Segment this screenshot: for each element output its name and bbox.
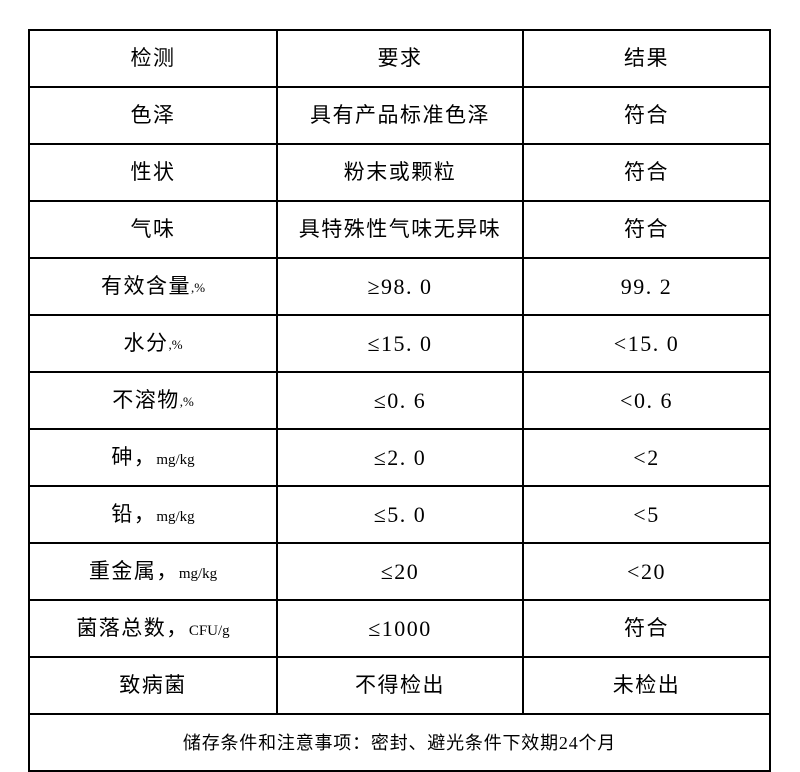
cell-item: 水分,% — [28, 314, 278, 373]
column-header-result-label: 结果 — [624, 46, 669, 71]
requirement-value: ≤20 — [380, 558, 420, 584]
requirement-value: 具有产品标准色泽 — [310, 103, 490, 128]
cell-requirement: ≤15. 0 — [276, 314, 524, 373]
storage-note-cell: 储存条件和注意事项：密封、避光条件下效期24个月 — [28, 713, 771, 772]
item-label: 色泽 — [130, 103, 176, 128]
specification-sheet: 检测 要求 结果 色泽 具有产品标准色泽 符合 — [28, 29, 771, 772]
cell-requirement: ≤1000 — [276, 599, 524, 658]
table-row: 不溶物,% ≤0. 6 <0. 6 — [28, 371, 771, 430]
cell-result: 符合 — [522, 200, 771, 259]
cell-item: 色泽 — [28, 86, 278, 145]
item-unit: mg/kg — [156, 509, 195, 526]
result-value: <2 — [633, 444, 660, 470]
result-value: 99. 2 — [620, 273, 673, 299]
table-row: 有效含量,% ≥98. 0 99. 2 — [28, 257, 771, 316]
item-unit: ,% — [190, 280, 206, 296]
result-value: <20 — [627, 558, 666, 584]
item-label: 重金属， — [88, 559, 179, 584]
cell-item: 铅，mg/kg — [28, 485, 278, 544]
cell-requirement: 具特殊性气味无异味 — [276, 200, 524, 259]
requirement-value: ≤2. 0 — [373, 444, 427, 470]
column-header-item-label: 检测 — [130, 46, 176, 71]
table-row: 重金属，mg/kg ≤20 <20 — [28, 542, 771, 601]
item-unit: CFU/g — [188, 623, 230, 640]
result-value: <0. 6 — [620, 387, 673, 413]
table-header-row: 检测 要求 结果 — [28, 29, 771, 88]
cell-result: <15. 0 — [522, 314, 771, 373]
requirement-value: ≤1000 — [368, 615, 432, 641]
cell-result: 99. 2 — [522, 257, 771, 316]
cell-result: 符合 — [522, 86, 771, 145]
table-row: 铅，mg/kg ≤5. 0 <5 — [28, 485, 771, 544]
result-value: 符合 — [624, 217, 669, 242]
cell-result: <2 — [522, 428, 771, 487]
item-label: 气味 — [130, 217, 176, 242]
item-label: 有效含量 — [100, 274, 191, 299]
cell-item: 砷，mg/kg — [28, 428, 278, 487]
table-row: 砷，mg/kg ≤2. 0 <2 — [28, 428, 771, 487]
item-label: 菌落总数， — [76, 616, 189, 641]
cell-requirement: 具有产品标准色泽 — [276, 86, 524, 145]
requirement-value: ≤15. 0 — [367, 330, 433, 356]
cell-requirement: 不得检出 — [276, 656, 524, 715]
cell-requirement: ≤5. 0 — [276, 485, 524, 544]
item-unit: mg/kg — [178, 566, 218, 583]
cell-item: 致病菌 — [28, 656, 278, 715]
cell-requirement: 粉末或颗粒 — [276, 143, 524, 202]
cell-item: 菌落总数，CFU/g — [28, 599, 278, 658]
requirement-value: 不得检出 — [355, 673, 445, 698]
storage-note-text: 储存条件和注意事项：密封、避光条件下效期24个月 — [182, 733, 617, 754]
cell-requirement: ≤20 — [276, 542, 524, 601]
cell-item: 性状 — [28, 143, 278, 202]
table-note-row: 储存条件和注意事项：密封、避光条件下效期24个月 — [28, 713, 771, 772]
cell-item: 气味 — [28, 200, 278, 259]
cell-result: <0. 6 — [522, 371, 771, 430]
requirement-value: 具特殊性气味无异味 — [298, 217, 502, 242]
result-value: 符合 — [624, 616, 669, 641]
item-label: 不溶物 — [112, 388, 180, 413]
result-value: 符合 — [624, 160, 669, 185]
item-label: 水分 — [123, 331, 169, 356]
specification-table: 检测 要求 结果 色泽 具有产品标准色泽 符合 — [28, 29, 771, 772]
table-body: 检测 要求 结果 色泽 具有产品标准色泽 符合 — [28, 29, 771, 772]
result-value: <15. 0 — [613, 330, 680, 356]
cell-requirement: ≤2. 0 — [276, 428, 524, 487]
item-label: 砷， — [111, 445, 157, 470]
cell-result: <5 — [522, 485, 771, 544]
requirement-value: ≤0. 6 — [373, 387, 427, 413]
requirement-value: 粉末或颗粒 — [343, 160, 457, 185]
item-unit: mg/kg — [156, 452, 195, 469]
cell-requirement: ≥98. 0 — [276, 257, 524, 316]
item-unit: ,% — [168, 337, 183, 353]
requirement-value: ≥98. 0 — [367, 273, 433, 299]
cell-requirement: ≤0. 6 — [276, 371, 524, 430]
table-row: 致病菌 不得检出 未检出 — [28, 656, 771, 715]
table-row: 菌落总数，CFU/g ≤1000 符合 — [28, 599, 771, 658]
cell-result: 符合 — [522, 599, 771, 658]
result-value: 符合 — [624, 103, 669, 128]
cell-result: 未检出 — [522, 656, 771, 715]
item-label: 铅， — [111, 502, 157, 527]
requirement-value: ≤5. 0 — [373, 501, 427, 527]
cell-result: <20 — [522, 542, 771, 601]
cell-item: 有效含量,% — [28, 257, 278, 316]
result-value: <5 — [633, 501, 660, 527]
table-row: 色泽 具有产品标准色泽 符合 — [28, 86, 771, 145]
item-unit: ,% — [179, 394, 194, 410]
column-header-requirement: 要求 — [276, 29, 524, 88]
item-label: 性状 — [130, 160, 176, 185]
result-value: 未检出 — [612, 673, 681, 698]
column-header-item: 检测 — [28, 29, 278, 88]
table-row: 气味 具特殊性气味无异味 符合 — [28, 200, 771, 259]
cell-result: 符合 — [522, 143, 771, 202]
column-header-result: 结果 — [522, 29, 771, 88]
table-row: 性状 粉末或颗粒 符合 — [28, 143, 771, 202]
table-row: 水分,% ≤15. 0 <15. 0 — [28, 314, 771, 373]
column-header-requirement-label: 要求 — [377, 46, 423, 71]
cell-item: 不溶物,% — [28, 371, 278, 430]
item-label: 致病菌 — [119, 673, 187, 698]
cell-item: 重金属，mg/kg — [28, 542, 278, 601]
